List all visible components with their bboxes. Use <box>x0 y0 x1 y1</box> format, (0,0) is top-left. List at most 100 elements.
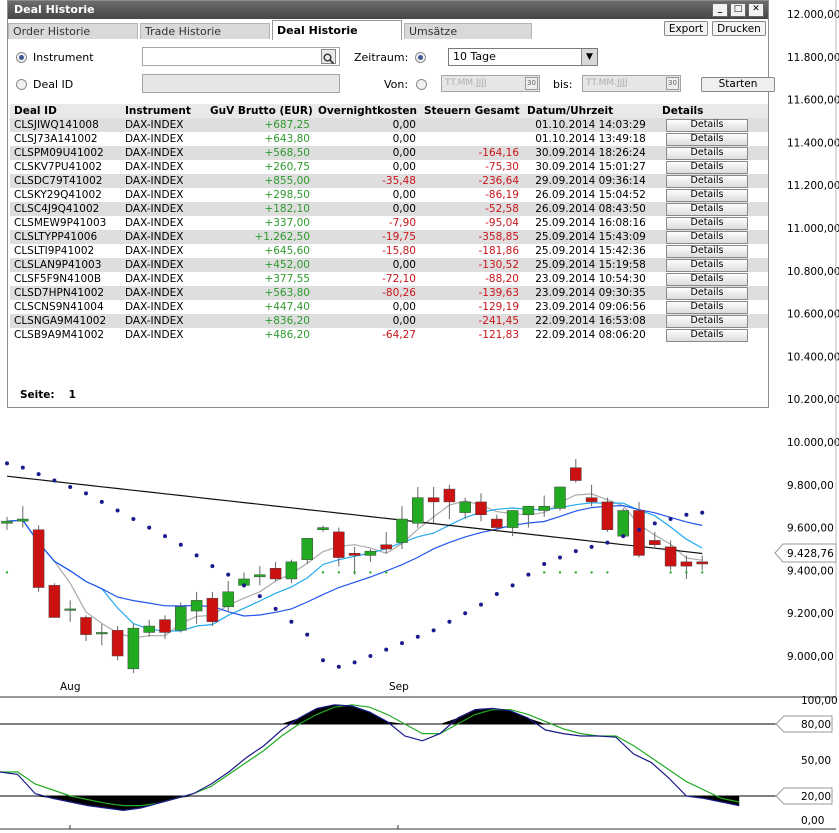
details-button[interactable]: Details <box>666 216 748 230</box>
candle-down <box>159 619 171 633</box>
table-row[interactable]: CLSC4J9Q41002 DAX-INDEX +182,10 0,00 -52,58 2… <box>10 202 768 216</box>
table-row[interactable]: CLSB9A9M41002 DAX-INDEX +486,20 -64,27 -121,… <box>10 328 768 342</box>
dealid-input[interactable] <box>142 74 340 93</box>
details-cell: Details <box>658 202 768 216</box>
candle-up <box>175 606 187 631</box>
signal-dot <box>5 571 9 574</box>
window-titlebar[interactable]: Deal Historie _ □ ✕ <box>8 1 768 19</box>
details-cell: Details <box>658 146 768 160</box>
von-radio[interactable] <box>416 79 427 90</box>
details-cell: Details <box>658 160 768 174</box>
instrument-cell: DAX-INDEX <box>121 286 206 300</box>
candle-down <box>633 510 645 556</box>
details-cell: Details <box>658 188 768 202</box>
details-button[interactable]: Details <box>666 202 748 216</box>
stochastic-oscillator: 100,00 80,00 50,00 20,00 0,00 <box>0 695 838 827</box>
minimize-button[interactable]: _ <box>712 3 728 17</box>
instrument-cell: DAX-INDEX <box>121 314 206 328</box>
overnight-cell: -64,27 <box>382 329 416 341</box>
sar-dot <box>668 517 673 522</box>
details-button[interactable]: Details <box>666 258 748 272</box>
table-row[interactable]: CLSLTI9P41002 DAX-INDEX +645,60 -15,80 -181,… <box>10 244 768 258</box>
maximize-button[interactable]: □ <box>730 3 746 17</box>
table-row[interactable]: CLSMEW9P41003 DAX-INDEX +337,00 -7,90 -95,04… <box>10 216 768 230</box>
instrument-cell: DAX-INDEX <box>125 301 184 313</box>
table-row[interactable]: CLSJIWQ141008 DAX-INDEX +687,25 0,00 01.10.2… <box>10 118 768 132</box>
col-deal-id[interactable]: Deal ID <box>10 104 121 118</box>
sar-dot <box>700 510 705 515</box>
dealid-radio[interactable] <box>16 79 27 90</box>
col-instrument[interactable]: Instrument <box>121 104 206 118</box>
details-button[interactable]: Details <box>666 300 748 314</box>
details-button[interactable]: Details <box>666 160 748 174</box>
steuern-cell: -129,19 <box>478 301 519 313</box>
chevron-down-icon[interactable]: ▼ <box>581 49 597 65</box>
instrument-input[interactable] <box>142 47 340 66</box>
table-row[interactable]: CLSCNS9N41004 DAX-INDEX +447,40 0,00 -129,19… <box>10 300 768 314</box>
details-button[interactable]: Details <box>666 118 748 132</box>
search-icon[interactable] <box>321 49 336 65</box>
details-button[interactable]: Details <box>666 174 748 188</box>
signal-dot <box>606 571 609 574</box>
von-date-input[interactable]: TT.MM.JJJJ 30 <box>441 75 540 92</box>
steuern-cell: -164,16 <box>420 146 523 160</box>
signal-dot <box>353 571 356 574</box>
col-overnightkosten[interactable]: Overnightkosten <box>314 104 420 118</box>
details-button[interactable]: Details <box>666 188 748 202</box>
calendar-icon[interactable]: 30 <box>666 77 679 90</box>
details-button[interactable]: Details <box>666 244 748 258</box>
print-button[interactable]: Drucken <box>712 21 766 36</box>
details-button[interactable]: Details <box>666 272 748 286</box>
time-axis-label: Aug <box>60 681 81 693</box>
zeitraum-radio[interactable] <box>415 52 426 63</box>
col-steuern-gesamt[interactable]: Steuern Gesamt <box>420 104 523 118</box>
overnight-cell: -15,80 <box>382 245 416 257</box>
sar-dot <box>589 544 594 549</box>
table-row[interactable]: CLSNGA9M41002 DAX-INDEX +836,20 0,00 -241,45… <box>10 314 768 328</box>
instrument-cell: DAX-INDEX <box>121 230 206 244</box>
details-button[interactable]: Details <box>666 230 748 244</box>
price-axis-label: 9.200,00 <box>787 608 834 620</box>
tab-umsaetze[interactable]: Umsätze <box>404 23 532 39</box>
details-cell: Details <box>658 300 768 314</box>
close-button[interactable]: ✕ <box>748 3 764 17</box>
details-button[interactable]: Details <box>666 328 748 342</box>
overnight-cell: 0,00 <box>314 146 420 160</box>
export-button[interactable]: Export <box>664 21 708 36</box>
table-row[interactable]: CLSDC79T41002 DAX-INDEX +855,00 -35,48 -236,… <box>10 174 768 188</box>
sar-dot <box>431 628 436 633</box>
table-row[interactable]: CLSD7HPN41002 DAX-INDEX +563,80 -80,26 -139,… <box>10 286 768 300</box>
table-row[interactable]: CLSLTYPP41006 DAX-INDEX +1.262,50 -19,75 -35… <box>10 230 768 244</box>
table-row[interactable]: CLSKV7PU41002 DAX-INDEX +260,75 0,00 -75,30 3… <box>10 160 768 174</box>
tab-trade-historie[interactable]: Trade Historie <box>140 23 270 39</box>
dealid-label: Deal ID <box>33 78 74 91</box>
table-row[interactable]: CLSF5F9N4100B DAX-INDEX +377,55 -72,10 -88,2… <box>10 272 768 286</box>
instrument-radio[interactable] <box>16 52 27 63</box>
deal-id-cell: CLSKY29Q41002 <box>14 189 102 201</box>
col-guv-brutto[interactable]: GuV Brutto (EUR) <box>206 104 314 118</box>
details-button[interactable]: Details <box>666 286 748 300</box>
zeitraum-select[interactable]: 10 Tage ▼ <box>448 48 598 66</box>
calendar-icon[interactable]: 30 <box>525 77 538 90</box>
page-number[interactable]: 1 <box>68 389 76 401</box>
bis-date-input[interactable]: TT.MM.JJJJ 30 <box>582 75 681 92</box>
table-row[interactable]: CLSLAN9P41003 DAX-INDEX +452,00 0,00 -130,52… <box>10 258 768 272</box>
datetime-cell: 25.09.2014 15:43:09 <box>523 230 658 244</box>
deal-id-cell: CLSD7HPN41002 <box>10 286 121 300</box>
details-button[interactable]: Details <box>666 314 748 328</box>
candle-up <box>412 497 424 524</box>
table-row[interactable]: CLSPM09U41002 DAX-INDEX +568,50 0,00 -164,16… <box>10 146 768 160</box>
signal-dot <box>543 571 546 574</box>
table-row[interactable]: CLSKY29Q41002 DAX-INDEX +298,50 0,00 -86,19 2… <box>10 188 768 202</box>
guv-cell: +447,40 <box>264 301 310 313</box>
deal-id-cell: CLSLAN9P41003 <box>10 258 121 272</box>
details-button[interactable]: Details <box>666 146 748 160</box>
tab-order-historie[interactable]: Order Historie <box>8 23 138 39</box>
details-button[interactable]: Details <box>666 132 748 146</box>
signal-dot <box>558 571 562 574</box>
start-button[interactable]: Starten <box>701 77 775 92</box>
table-row[interactable]: CLSJ73A141002 DAX-INDEX +643,80 0,00 01.10.2… <box>10 132 768 146</box>
tab-deal-historie[interactable]: Deal Historie <box>272 20 402 40</box>
col-datum-uhrzeit[interactable]: Datum/Uhrzeit <box>523 104 658 118</box>
